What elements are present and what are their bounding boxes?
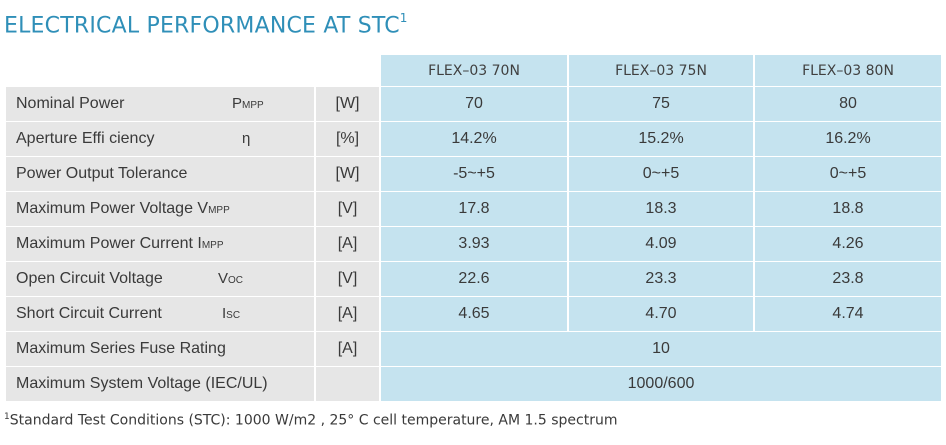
value-cell: 70 <box>379 86 567 121</box>
value-cell: 0~+5 <box>567 156 753 191</box>
value-cell: 18.8 <box>753 191 941 226</box>
table-row: Maximum Power Current IMPP [A] 3.93 4.09… <box>6 226 941 261</box>
merged-value-cell: 1000/600 <box>379 366 941 401</box>
table-row: Maximum Series Fuse Rating [A] 10 <box>6 331 941 366</box>
value-cell: 23.3 <box>567 261 753 296</box>
value-cell: 4.70 <box>567 296 753 331</box>
column-header: FLEX–03 70N <box>379 55 567 86</box>
row-label: Short Circuit Current ISC <box>6 296 314 331</box>
symbol-subscript: MPP <box>201 240 224 251</box>
value-cell: 4.65 <box>379 296 567 331</box>
table-row: Open Circuit Voltage VOC [V] 22.6 23.3 23… <box>6 261 941 296</box>
value-cell: 14.2% <box>379 121 567 156</box>
footnote-marker: 1 <box>4 412 10 422</box>
column-header: FLEX–03 80N <box>753 55 941 86</box>
parameter-symbol: PMPP <box>232 95 264 112</box>
table-row: Power Output Tolerance [W] -5~+5 0~+5 0~… <box>6 156 941 191</box>
value-cell: 23.8 <box>753 261 941 296</box>
value-cell: 15.2% <box>567 121 753 156</box>
unit-cell: [W] <box>314 86 379 121</box>
electrical-performance-table: FLEX–03 70N FLEX–03 75N FLEX–03 80N Nomi… <box>6 55 941 401</box>
row-label: Open Circuit Voltage VOC <box>6 261 314 296</box>
page-title: ELECTRICAL PERFORMANCE AT STC1 <box>4 11 408 39</box>
value-cell: 17.8 <box>379 191 567 226</box>
value-cell: 75 <box>567 86 753 121</box>
row-label: Maximum System Voltage (IEC/UL) <box>6 366 314 401</box>
parameter-symbol: ISC <box>222 305 241 322</box>
table-row: Short Circuit Current ISC [A] 4.65 4.70 4… <box>6 296 941 331</box>
row-label: Maximum Power Voltage VMPP <box>6 191 314 226</box>
table-row: Nominal Power PMPP [W] 70 75 80 <box>6 86 941 121</box>
value-cell: 16.2% <box>753 121 941 156</box>
unit-cell: [A] <box>314 226 379 261</box>
table-row: Maximum System Voltage (IEC/UL) 1000/600 <box>6 366 941 401</box>
value-cell: 22.6 <box>379 261 567 296</box>
unit-cell: [V] <box>314 191 379 226</box>
title-footnote-marker: 1 <box>399 11 408 25</box>
column-header: FLEX–03 75N <box>567 55 753 86</box>
value-cell: 4.74 <box>753 296 941 331</box>
value-cell: -5~+5 <box>379 156 567 191</box>
unit-cell: [V] <box>314 261 379 296</box>
table-header-row: FLEX–03 70N FLEX–03 75N FLEX–03 80N <box>6 55 941 86</box>
value-cell: 3.93 <box>379 226 567 261</box>
footnote-text: Standard Test Conditions (STC): 1000 W/m… <box>9 412 618 429</box>
row-label: Maximum Power Current IMPP <box>6 226 314 261</box>
unit-cell <box>314 366 379 401</box>
row-label: Power Output Tolerance <box>6 156 314 191</box>
unit-cell: [A] <box>314 296 379 331</box>
row-label: Aperture Effi ciency η <box>6 121 314 156</box>
unit-cell: [%] <box>314 121 379 156</box>
value-cell: 4.09 <box>567 226 753 261</box>
unit-cell: [W] <box>314 156 379 191</box>
table-row: Maximum Power Voltage VMPP [V] 17.8 18.3… <box>6 191 941 226</box>
table-row: Aperture Effi ciency η [%] 14.2% 15.2% 16… <box>6 121 941 156</box>
merged-value-cell: 10 <box>379 331 941 366</box>
parameter-symbol: VOC <box>218 270 244 287</box>
row-label: Maximum Series Fuse Rating <box>6 331 314 366</box>
value-cell: 4.26 <box>753 226 941 261</box>
footnote: 1Standard Test Conditions (STC): 1000 W/… <box>4 412 617 429</box>
value-cell: 80 <box>753 86 941 121</box>
row-label: Nominal Power PMPP <box>6 86 314 121</box>
symbol-subscript: MPP <box>208 205 230 216</box>
value-cell: 18.3 <box>567 191 753 226</box>
unit-cell: [A] <box>314 331 379 366</box>
value-cell: 0~+5 <box>753 156 941 191</box>
parameter-symbol: η <box>242 130 251 147</box>
